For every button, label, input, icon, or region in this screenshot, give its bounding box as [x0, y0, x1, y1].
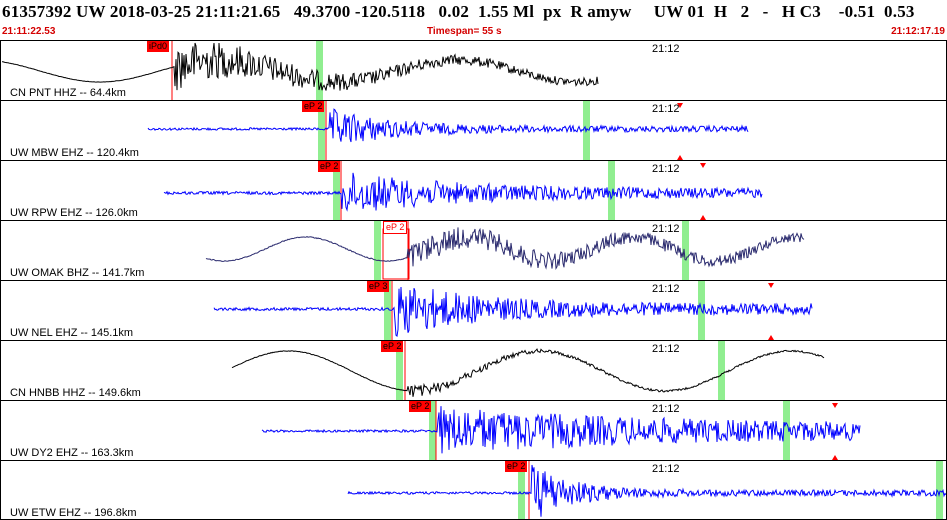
time-mark: 21:12 [652, 343, 680, 355]
pick-label[interactable]: iPd0 [147, 41, 170, 52]
amplitude-marker-icon [700, 215, 706, 220]
left-border [0, 40, 1, 520]
timespan: Timespan= 55 s [427, 26, 502, 37]
amplitude-marker-icon [832, 455, 838, 460]
waveform-nel [213, 281, 813, 340]
amplitude-marker-icon [832, 403, 838, 408]
amplitude-marker-icon [677, 103, 683, 108]
station-label: UW RPW EHZ -- 126.0km [10, 207, 138, 219]
seismogram-panel-omak[interactable]: eP 2 21:12 UW OMAK BHZ -- 141.7km [0, 220, 947, 280]
trace-pnt [2, 42, 599, 91]
pick-label[interactable]: eP 2 [505, 461, 528, 472]
station-label: UW NEL EHZ -- 145.1km [10, 327, 134, 339]
event-summary: 61357392 UW 2018-03-25 21:11:21.65 49.37… [2, 2, 915, 21]
seismogram-panel-hnbb[interactable]: eP 2 21:12 CN HNBB HHZ -- 149.6km [0, 340, 947, 400]
event-header: 61357392 UW 2018-03-25 21:11:21.65 49.37… [0, 0, 947, 24]
waveform-rpw [163, 161, 763, 220]
station-label: CN HNBB HHZ -- 149.6km [10, 387, 141, 399]
amplitude-marker-icon [768, 283, 774, 288]
time-mark: 21:12 [652, 223, 680, 235]
time-mark: 21:12 [652, 283, 680, 295]
pick-label[interactable]: eP 3 [367, 281, 390, 292]
waveform-hnbb [231, 341, 825, 400]
pick-label[interactable]: eP 2 [381, 341, 404, 352]
amplitude-marker-icon [677, 155, 683, 160]
seismogram-panel-rpw[interactable]: eP 2 21:12 UW RPW EHZ -- 126.0km [0, 160, 947, 220]
time-mark: 21:12 [652, 163, 680, 175]
waveform-pnt [2, 41, 599, 100]
start-time: 21:11:22.53 [2, 26, 56, 37]
seismogram-panel-dy2[interactable]: eP 2 21:12 UW DY2 EHZ -- 163.3km [0, 400, 947, 460]
pick-label[interactable]: eP 2 [302, 101, 325, 112]
station-label: UW ETW EHZ -- 196.8km [10, 507, 137, 519]
end-time: 21:12:17.19 [891, 26, 945, 37]
station-label: UW MBW EHZ -- 120.4km [10, 147, 139, 159]
pick-label[interactable]: eP 2 [318, 161, 341, 172]
time-mark: 21:12 [652, 403, 680, 415]
station-label: UW OMAK BHZ -- 141.7km [10, 267, 145, 279]
seismogram-panel-etw[interactable]: eP 2 21:12 UW ETW EHZ -- 196.8km [0, 460, 947, 520]
seismogram-panel-mbw[interactable]: eP 2 21:12 UW MBW EHZ -- 120.4km [0, 100, 947, 160]
waveform-etw [347, 461, 947, 520]
pick-label[interactable]: eP 2 [409, 401, 432, 412]
amplitude-marker-icon [768, 335, 774, 340]
seismogram-panel-nel[interactable]: eP 3 21:12 UW NEL EHZ -- 145.1km [0, 280, 947, 340]
pick-label[interactable]: eP 2 [383, 221, 408, 234]
station-label: UW DY2 EHZ -- 163.3km [10, 447, 134, 459]
station-label: CN PNT HHZ -- 64.4km [10, 87, 126, 99]
amplitude-marker-icon [700, 163, 706, 168]
waveform-mbw [147, 101, 749, 160]
waveform-dy2 [261, 401, 861, 460]
time-mark: 21:12 [652, 463, 680, 475]
time-mark: 21:12 [652, 43, 680, 55]
seismogram-panel-pnt[interactable]: iPd0 21:12 CN PNT HHZ -- 64.4km [0, 40, 947, 100]
time-mark: 21:12 [652, 103, 680, 115]
